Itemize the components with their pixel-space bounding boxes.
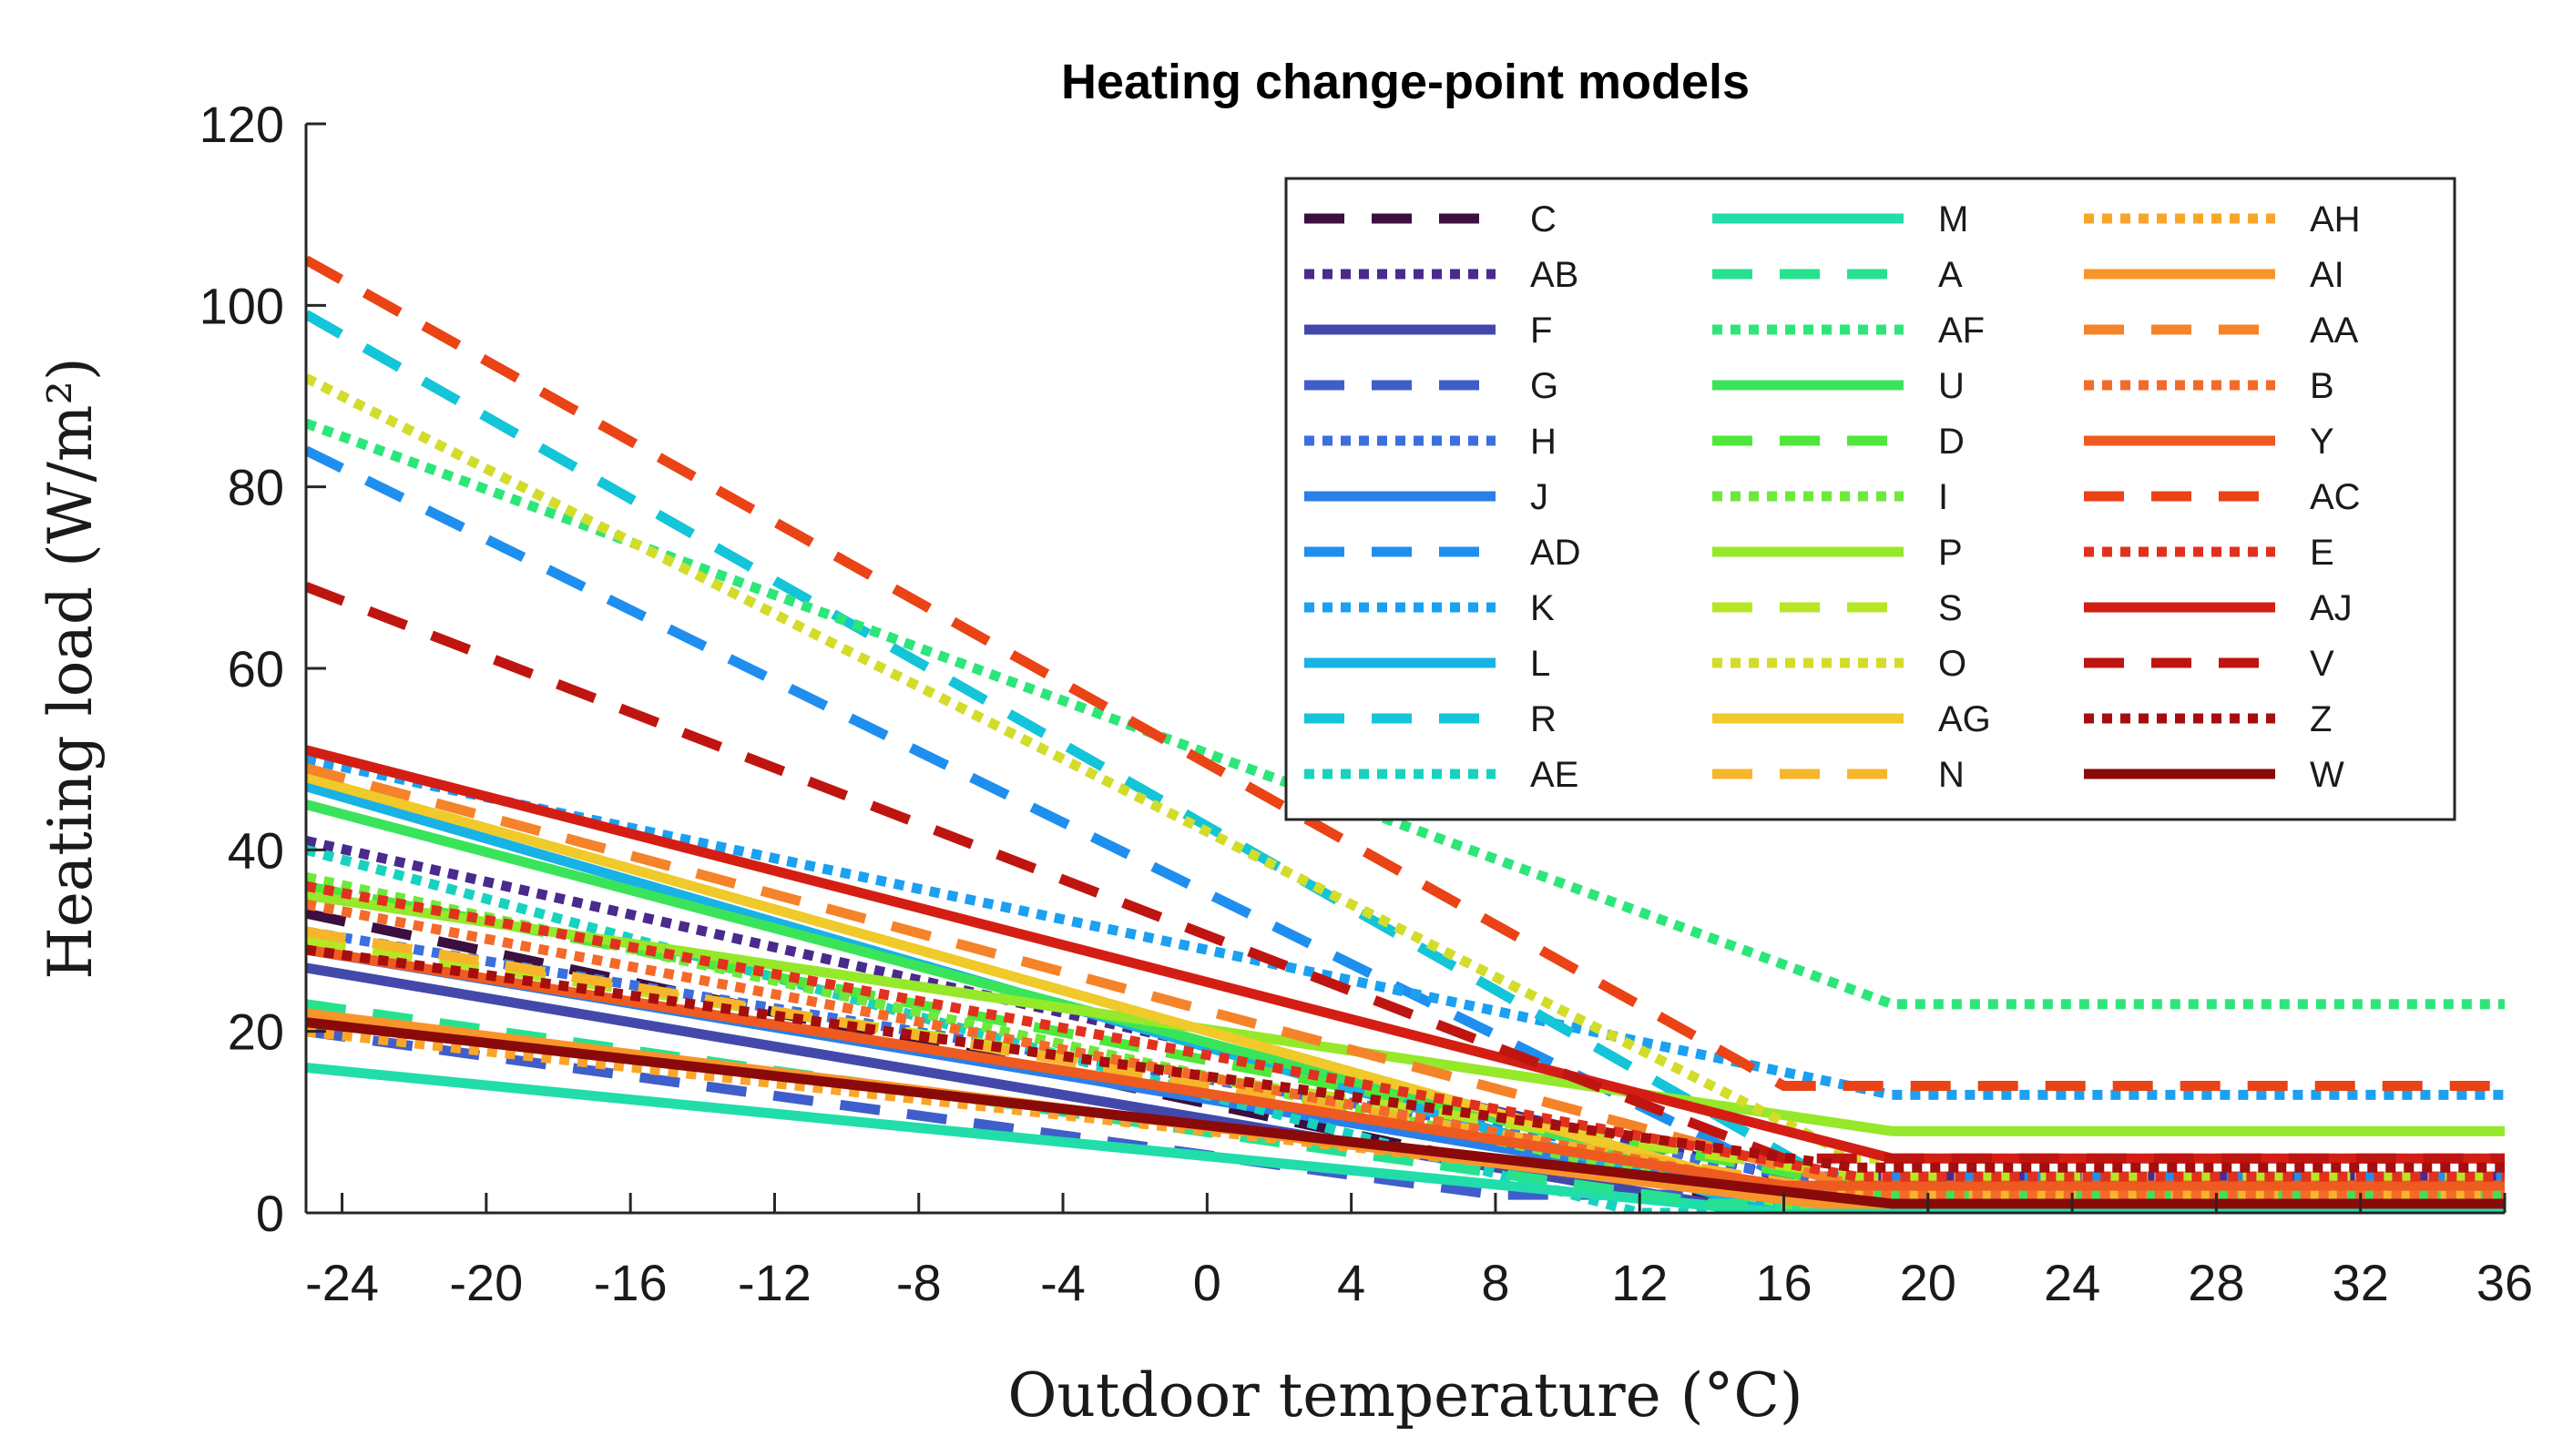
legend-label-j: J: [1530, 477, 1548, 517]
x-axis-label: Outdoor temperature (°C): [1007, 1360, 1802, 1431]
legend-label-i: I: [1938, 477, 1948, 517]
series-line-w: [306, 1017, 2505, 1209]
y-tick-label: 100: [199, 277, 284, 334]
x-tick-label: 20: [1900, 1254, 1956, 1311]
y-tick-label: 20: [228, 1003, 284, 1061]
legend-label-g: G: [1530, 366, 1558, 406]
legend-label-y: Y: [2310, 422, 2334, 462]
legend-label-af: AF: [1938, 311, 1985, 351]
y-tick-label: 40: [228, 821, 284, 879]
legend-label-h: H: [1530, 422, 1557, 462]
series-line-ae: [306, 844, 2505, 1213]
series-line-e: [306, 881, 2505, 1182]
x-tick-label: -12: [738, 1254, 812, 1311]
y-tick-label: 120: [199, 96, 284, 153]
x-tick-label: 8: [1481, 1254, 1509, 1311]
legend-label-aj: AJ: [2310, 588, 2353, 628]
y-tick-label: 60: [228, 640, 284, 697]
legend-label-r: R: [1530, 699, 1557, 739]
x-tick-label: 28: [2188, 1254, 2244, 1311]
chart-title: Heating change-point models: [1061, 55, 1750, 109]
legend-label-ac: AC: [2310, 477, 2361, 517]
x-tick-label: 0: [1193, 1254, 1221, 1311]
x-tick-label: -8: [896, 1254, 942, 1311]
series-line-s: [306, 935, 2505, 1182]
series-line-af: [306, 418, 2505, 1010]
legend-label-d: D: [1938, 422, 1965, 462]
y-tick-label: 0: [256, 1185, 284, 1242]
x-tick-label: -24: [305, 1254, 379, 1311]
legend-label-z: Z: [2310, 699, 2332, 739]
axes: -24 -20 -16 -12 -8 -4 0 4 8 12 16 20 24 28 32 36 0 20 40 60…: [199, 96, 2534, 1311]
legend-label-ab: AB: [1530, 255, 1578, 295]
legend-label-o: O: [1938, 644, 1966, 684]
legend-label-a: A: [1938, 255, 1963, 295]
legend-label-c: C: [1530, 199, 1557, 239]
x-tick-label: -20: [449, 1254, 523, 1311]
legend-label-s: S: [1938, 588, 1963, 628]
x-tick-label: 32: [2333, 1254, 2389, 1311]
legend-label-e: E: [2310, 533, 2334, 573]
x-tick-label: 4: [1337, 1254, 1365, 1311]
legend-label-m: M: [1938, 199, 1968, 239]
legend-label-ae: AE: [1530, 755, 1578, 795]
series-line-k: [306, 754, 2505, 1100]
x-tick-label: 16: [1755, 1254, 1812, 1311]
legend-label-ah: AH: [2310, 199, 2361, 239]
x-tick-label: -4: [1040, 1254, 1086, 1311]
y-tick-label: 80: [228, 459, 284, 516]
legend-label-k: K: [1530, 588, 1555, 628]
series-line-y: [306, 944, 2505, 1191]
legend-label-b: B: [2310, 366, 2334, 406]
series-line-m: [306, 1063, 2505, 1213]
legend-label-f: F: [1530, 311, 1552, 351]
legend-label-ai: AI: [2310, 255, 2344, 295]
x-tick-label: -16: [594, 1254, 668, 1311]
series-line-b: [306, 899, 2505, 1200]
x-tick-label: 12: [1611, 1254, 1668, 1311]
legend-label-p: P: [1938, 533, 1963, 573]
legend-label-u: U: [1938, 366, 1965, 406]
legend-label-l: L: [1530, 644, 1550, 684]
legend-label-n: N: [1938, 755, 1965, 795]
legend-label-ad: AD: [1530, 533, 1581, 573]
series-line-v: [306, 582, 2505, 1164]
plot-area: [306, 255, 2505, 1213]
legend-label-w: W: [2310, 755, 2344, 795]
x-tick-label: 36: [2476, 1254, 2533, 1311]
series-line-ac: [306, 255, 2505, 1091]
legend-label-ag: AG: [1938, 699, 1991, 739]
y-axis-label: Heating load (W/m²): [36, 357, 106, 979]
x-tick-label: 24: [2044, 1254, 2100, 1311]
legend-label-aa: AA: [2310, 311, 2359, 351]
series-line-p: [306, 890, 2505, 1136]
legend-label-v: V: [2310, 644, 2334, 684]
